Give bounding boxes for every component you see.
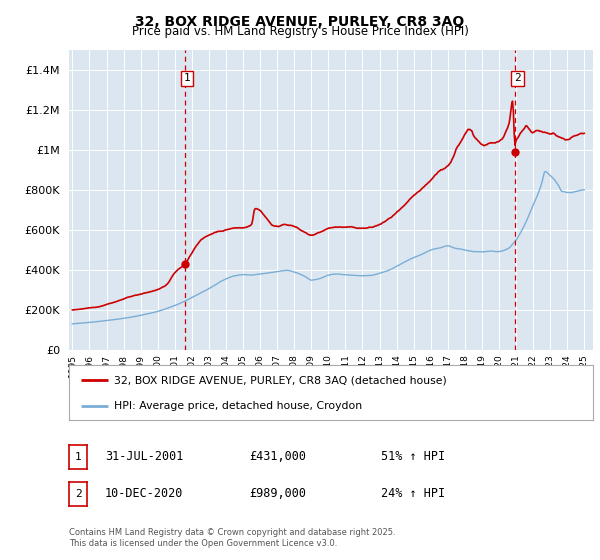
Text: 32, BOX RIDGE AVENUE, PURLEY, CR8 3AQ (detached house): 32, BOX RIDGE AVENUE, PURLEY, CR8 3AQ (d…: [113, 376, 446, 385]
Text: Price paid vs. HM Land Registry's House Price Index (HPI): Price paid vs. HM Land Registry's House …: [131, 25, 469, 38]
Text: 1: 1: [184, 73, 191, 83]
Text: £431,000: £431,000: [249, 450, 306, 464]
Text: 31-JUL-2001: 31-JUL-2001: [105, 450, 184, 464]
Text: 2: 2: [514, 73, 521, 83]
Text: Contains HM Land Registry data © Crown copyright and database right 2025.
This d: Contains HM Land Registry data © Crown c…: [69, 528, 395, 548]
Text: 32, BOX RIDGE AVENUE, PURLEY, CR8 3AQ: 32, BOX RIDGE AVENUE, PURLEY, CR8 3AQ: [136, 15, 464, 29]
Text: 2: 2: [74, 489, 82, 499]
Text: 10-DEC-2020: 10-DEC-2020: [105, 487, 184, 501]
Text: HPI: Average price, detached house, Croydon: HPI: Average price, detached house, Croy…: [113, 402, 362, 411]
Text: 24% ↑ HPI: 24% ↑ HPI: [381, 487, 445, 501]
Text: £989,000: £989,000: [249, 487, 306, 501]
Text: 51% ↑ HPI: 51% ↑ HPI: [381, 450, 445, 464]
Text: 1: 1: [74, 452, 82, 462]
